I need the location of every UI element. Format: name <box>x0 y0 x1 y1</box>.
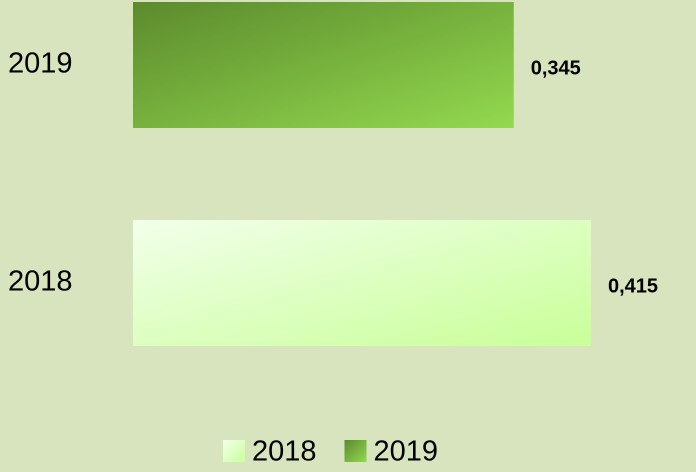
value-label: 0,415 <box>608 275 658 297</box>
bar <box>133 220 591 346</box>
legend-label: 2018 <box>252 436 317 468</box>
legend-swatch <box>223 440 245 462</box>
legend-label: 2019 <box>374 436 439 468</box>
value-label: 0,345 <box>531 57 581 79</box>
legend-swatch <box>344 440 367 462</box>
bar <box>133 2 514 128</box>
category-label: 2019 <box>8 48 73 80</box>
category-label: 2018 <box>8 266 73 298</box>
